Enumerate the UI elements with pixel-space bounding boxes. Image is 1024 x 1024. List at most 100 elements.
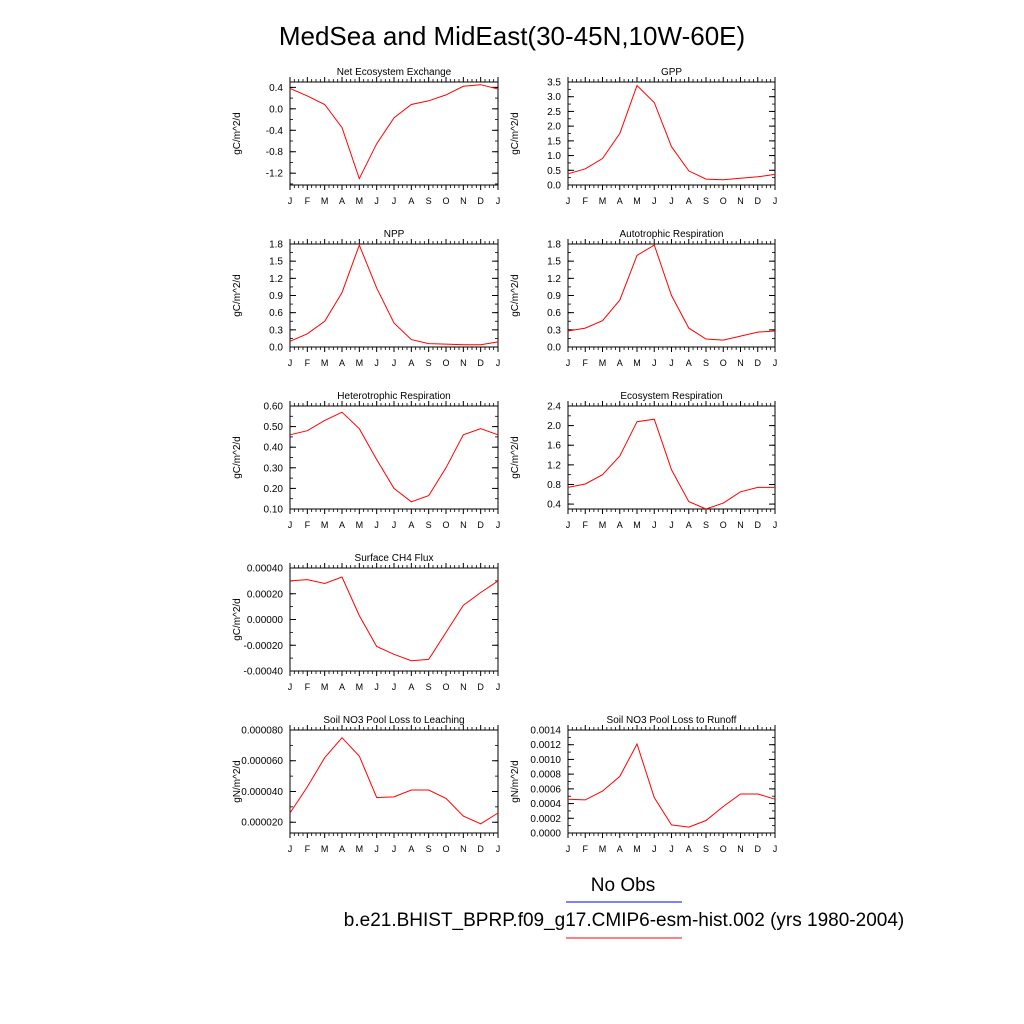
legend-model-label: b.e21.BHIST_BPRP.f09_g17.CMIP6-esm-hist.… xyxy=(344,910,904,931)
x-tick-label: O xyxy=(442,682,449,692)
y-tick-label: 0.10 xyxy=(264,505,284,516)
x-tick-label: J xyxy=(392,358,397,368)
y-tick-label: 0.3 xyxy=(547,325,561,336)
x-tick-label: S xyxy=(426,520,432,530)
x-tick-label: J xyxy=(773,358,778,368)
y-tick-label: 1.6 xyxy=(547,441,561,452)
x-tick-label: J xyxy=(652,358,657,368)
panel-title: NPP xyxy=(384,229,405,240)
y-axis-label: gC/m^2/d xyxy=(232,436,243,479)
y-axis-label: gN/m^2/d xyxy=(232,760,243,803)
y-tick-label: 0.000080 xyxy=(241,726,283,737)
x-tick-label: D xyxy=(755,520,762,530)
x-tick-label: J xyxy=(773,196,778,206)
x-tick-label: M xyxy=(356,358,364,368)
x-tick-label: M xyxy=(599,196,607,206)
x-tick-label: F xyxy=(583,358,589,368)
y-axis-label: gC/m^2/d xyxy=(510,112,521,155)
x-tick-label: D xyxy=(755,358,762,368)
panel-title: GPP xyxy=(661,67,682,78)
x-tick-label: A xyxy=(408,358,414,368)
x-tick-label: D xyxy=(755,196,762,206)
legend: No Obs b.e21.BHIST_BPRP.f09_g17.CMIP6-es… xyxy=(344,875,904,939)
panel-title: Soil NO3 Pool Loss to Runoff xyxy=(607,715,737,726)
x-tick-label: J xyxy=(773,844,778,854)
y-tick-label: 0.00040 xyxy=(247,564,284,575)
series-line xyxy=(289,243,499,346)
y-tick-label: -0.00020 xyxy=(244,641,284,652)
y-tick-label: 1.0 xyxy=(547,151,561,162)
series-line xyxy=(567,418,775,510)
y-tick-label: 3.5 xyxy=(547,78,561,89)
x-tick-label: A xyxy=(686,196,692,206)
x-tick-label: M xyxy=(356,682,364,692)
x-tick-label: D xyxy=(477,520,484,530)
x-tick-label: O xyxy=(720,520,727,530)
x-tick-label: J xyxy=(566,358,571,368)
y-tick-label: 3.0 xyxy=(547,92,561,103)
x-tick-label: A xyxy=(617,196,623,206)
x-tick-label: N xyxy=(460,844,467,854)
y-tick-label: 0.30 xyxy=(264,463,284,474)
y-tick-label: 0.0 xyxy=(547,343,561,354)
x-tick-label: A xyxy=(686,358,692,368)
y-tick-label: 0.0 xyxy=(269,343,283,354)
y-tick-label: 2.4 xyxy=(547,402,561,413)
y-tick-label: 0.3 xyxy=(269,325,283,336)
series-line xyxy=(567,742,776,828)
x-tick-label: J xyxy=(652,196,657,206)
x-tick-label: J xyxy=(392,682,397,692)
y-tick-label: 0.50 xyxy=(264,422,284,433)
x-tick-label: A xyxy=(339,844,345,854)
x-tick-label: F xyxy=(305,358,311,368)
y-axis-label: gC/m^2/d xyxy=(510,274,521,317)
x-tick-label: S xyxy=(426,196,432,206)
y-tick-label: 0.0006 xyxy=(530,784,561,795)
x-tick-label: O xyxy=(720,196,727,206)
y-axis-label: gC/m^2/d xyxy=(232,112,243,155)
y-tick-label: 0.6 xyxy=(269,308,283,319)
series-line xyxy=(567,84,776,181)
y-tick-label: 0.000020 xyxy=(241,818,283,829)
x-tick-label: J xyxy=(496,844,501,854)
y-tick-label: 1.2 xyxy=(547,274,561,285)
y-tick-label: 0.000060 xyxy=(241,756,283,767)
x-tick-label: J xyxy=(496,682,501,692)
x-tick-label: D xyxy=(477,682,484,692)
x-tick-label: J xyxy=(288,520,293,530)
x-tick-label: J xyxy=(669,358,674,368)
x-tick-label: D xyxy=(477,196,484,206)
plot-frame xyxy=(289,405,499,510)
y-tick-label: -0.4 xyxy=(266,126,284,137)
panel-title: Soil NO3 Pool Loss to Leaching xyxy=(323,715,464,726)
x-tick-label: J xyxy=(566,520,571,530)
panel-soil-no3-pool-loss-to-leaching: Soil NO3 Pool Loss to Leaching gN/m^2/d J F… xyxy=(232,715,500,854)
x-tick-label: S xyxy=(703,358,709,368)
plot-frame xyxy=(567,729,776,834)
x-tick-label: J xyxy=(566,196,571,206)
legend-obs-label: No Obs xyxy=(591,875,655,896)
x-tick-label: M xyxy=(633,358,641,368)
x-tick-label: A xyxy=(617,520,623,530)
y-tick-label: 2.0 xyxy=(547,421,561,432)
y-axis-label: gC/m^2/d xyxy=(232,598,243,641)
panel-title: Surface CH4 Flux xyxy=(355,553,434,564)
y-tick-label: 0.0014 xyxy=(530,726,561,737)
x-tick-label: N xyxy=(460,520,467,530)
x-tick-label: A xyxy=(408,682,414,692)
x-tick-label: A xyxy=(339,196,345,206)
x-tick-label: N xyxy=(737,358,744,368)
panel-title: Heterotrophic Respiration xyxy=(337,391,450,402)
x-tick-label: O xyxy=(442,844,449,854)
plot-frame xyxy=(289,81,499,186)
y-tick-label: 1.2 xyxy=(547,460,561,471)
x-tick-label: O xyxy=(442,358,449,368)
y-tick-label: 0.4 xyxy=(269,83,283,94)
y-tick-label: 0.0 xyxy=(269,104,283,115)
x-tick-label: J xyxy=(496,196,501,206)
x-tick-label: F xyxy=(305,196,311,206)
